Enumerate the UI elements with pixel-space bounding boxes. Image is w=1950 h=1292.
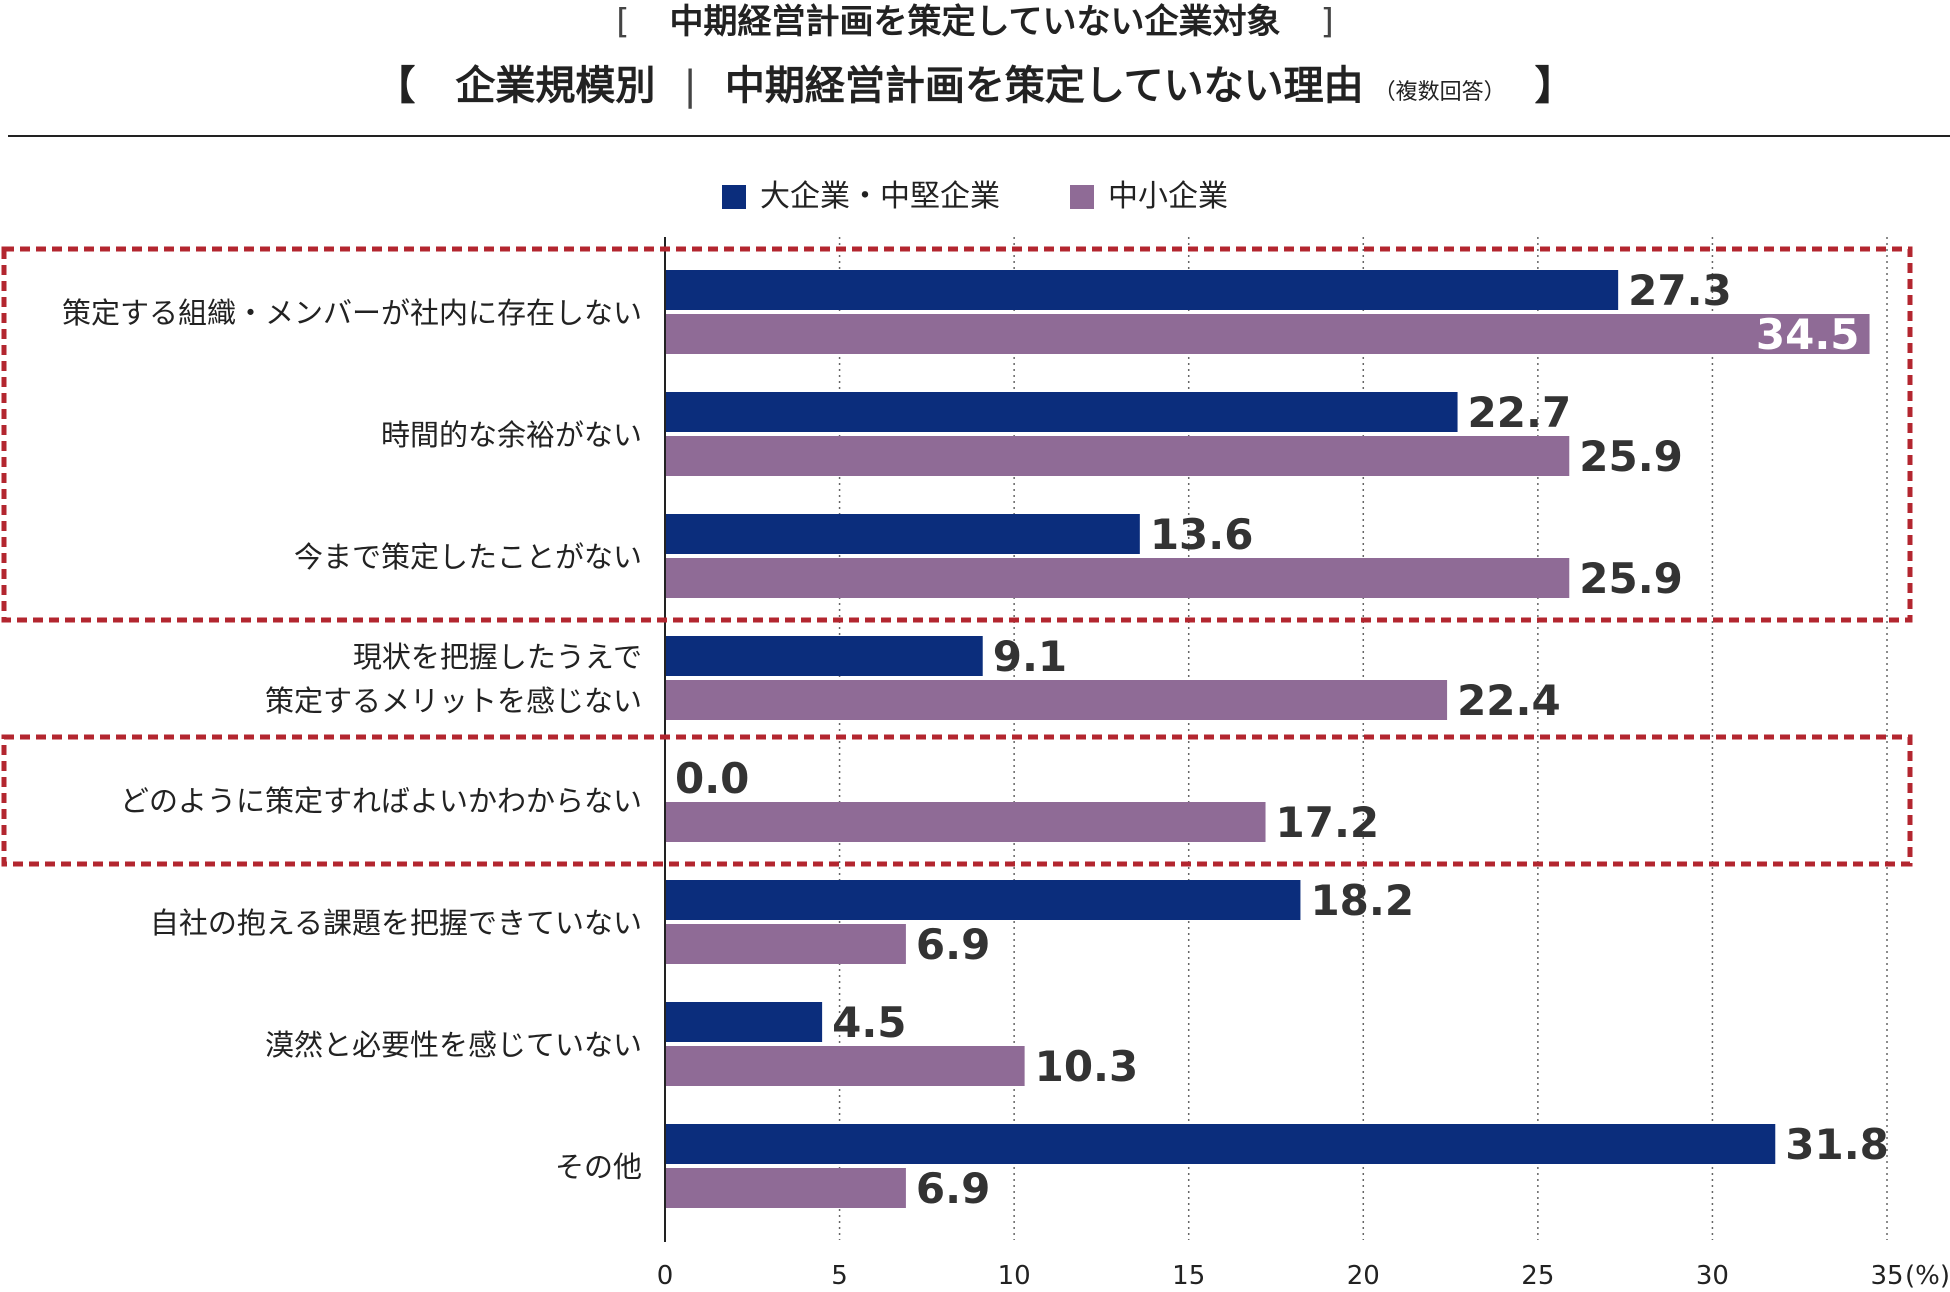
bar-large-7 [665, 1124, 1776, 1164]
x-tick-label-10: 10 [998, 1261, 1031, 1291]
x-tick-label-0: 0 [657, 1261, 674, 1291]
bar-large-6 [665, 1002, 823, 1042]
value-label-small-0: 34.5 [1756, 310, 1860, 359]
title-subject: 中期経営計画を策定していない理由 [724, 63, 1364, 109]
bar-small-6 [665, 1046, 1025, 1086]
value-label-large-3: 9.1 [993, 632, 1067, 681]
category-label-1: 時間的な余裕がない [381, 418, 642, 452]
legend-swatch-large [722, 185, 746, 209]
bar-small-2 [665, 558, 1570, 598]
title2-bracket-close: 】 [1534, 63, 1575, 109]
category-label-3-0: 現状を把握したうえで [353, 640, 642, 674]
title-segment: 企業規模別 [455, 63, 656, 109]
value-label-large-4: 0.0 [675, 754, 749, 803]
legend: 大企業・中堅企業 中小企業 [0, 178, 1950, 216]
value-label-large-6: 4.5 [832, 998, 906, 1047]
category-label-2: 今まで策定したことがない [294, 540, 642, 574]
x-tick-label-15: 15 [1172, 1261, 1205, 1291]
bar-small-3 [665, 680, 1448, 720]
title-target: 中期経営計画を策定していない企業対象 [669, 2, 1281, 42]
chart-title-line2: 【企業規模別 | 中期経営計画を策定していない理由 （複数回答） 】 [0, 60, 1950, 119]
bar-small-0 [665, 314, 1870, 354]
value-label-large-7: 31.8 [1785, 1120, 1889, 1169]
value-label-small-7: 6.9 [916, 1164, 990, 1213]
x-tick-label-30: 30 [1696, 1261, 1729, 1291]
legend-label-small: 中小企業 [1108, 179, 1228, 214]
value-label-small-3: 22.4 [1457, 676, 1561, 725]
category-label-3-1: 策定するメリットを感じない [265, 684, 642, 718]
value-label-large-1: 22.7 [1468, 388, 1572, 437]
value-label-small-4: 17.2 [1276, 798, 1380, 847]
bar-small-4 [665, 802, 1266, 842]
title2-bracket-open: 【 [375, 63, 416, 109]
x-tick-label-35: 35 [1870, 1261, 1903, 1291]
category-label-5: 自社の抱える課題を把握できていない [150, 906, 642, 940]
legend-item-large: 大企業・中堅企業 [722, 178, 1000, 216]
bar-large-0 [665, 270, 1619, 310]
title-bracket-close: ] [1320, 2, 1334, 42]
highlight-frame-1 [1, 734, 1913, 867]
bar-large-3 [665, 636, 983, 676]
category-label-7: その他 [555, 1150, 642, 1184]
title-separator: | [683, 63, 697, 109]
bar-large-5 [665, 880, 1301, 920]
legend-swatch-small [1070, 185, 1094, 209]
value-label-small-5: 6.9 [916, 920, 990, 969]
value-label-large-5: 18.2 [1310, 876, 1414, 925]
bar-small-1 [665, 436, 1570, 476]
value-label-small-2: 25.9 [1579, 554, 1683, 603]
x-tick-label-25: 25 [1521, 1261, 1554, 1291]
x-tick-label-5: 5 [831, 1261, 848, 1291]
bar-small-7 [665, 1168, 906, 1208]
legend-label-large: 大企業・中堅企業 [760, 179, 1000, 214]
title-bracket-open: [ [616, 2, 630, 42]
chart-title-line1: [ 中期経営計画を策定していない企業対象] [0, 0, 1950, 44]
x-tick-label-20: 20 [1347, 1261, 1380, 1291]
value-label-small-6: 10.3 [1035, 1042, 1139, 1091]
title-note: （複数回答） [1373, 80, 1495, 105]
bar-large-1 [665, 392, 1458, 432]
legend-item-small: 中小企業 [1070, 178, 1228, 216]
bar-large-2 [665, 514, 1140, 554]
category-label-4: どのように策定すればよいかわからない [120, 784, 642, 818]
highlight-frame-0 [1, 246, 1913, 623]
title-divider [8, 135, 1950, 137]
value-label-large-2: 13.6 [1150, 510, 1254, 559]
category-label-0: 策定する組織・メンバーが社内に存在しない [62, 296, 642, 330]
value-label-large-0: 27.3 [1628, 266, 1732, 315]
value-label-small-1: 25.9 [1579, 432, 1683, 481]
category-label-6: 漠然と必要性を感じていない [265, 1028, 642, 1062]
bar-small-5 [665, 924, 906, 964]
x-unit-label: (%) [1905, 1261, 1950, 1291]
